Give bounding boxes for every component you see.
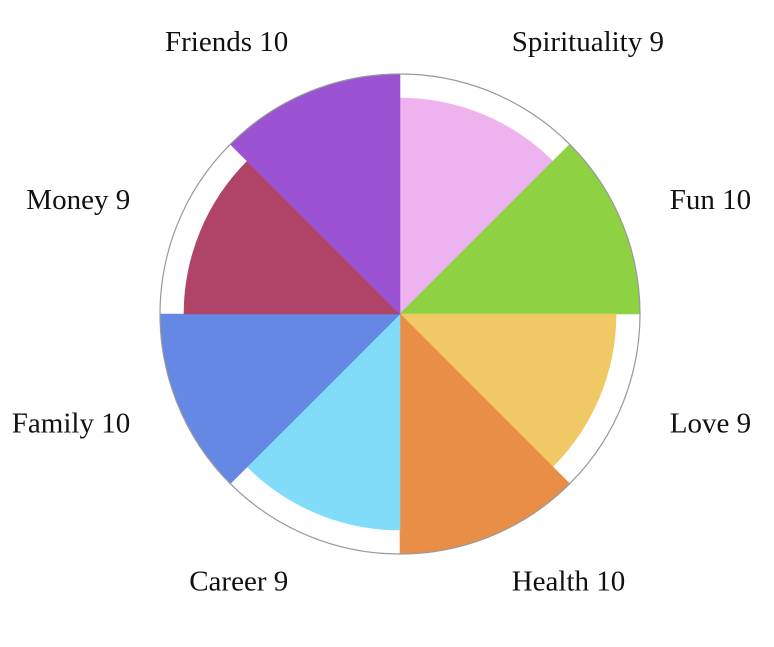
label-fun: Fun 10 [670, 184, 751, 216]
label-money: Money 9 [26, 184, 130, 216]
label-spirituality: Spirituality 9 [512, 26, 664, 58]
slice-career [246, 313, 401, 531]
label-love: Love 9 [670, 407, 751, 439]
slices-layer [159, 73, 641, 555]
label-family: Family 10 [12, 407, 130, 439]
slice-spirituality [399, 97, 554, 315]
label-career: Career 9 [189, 565, 288, 597]
label-friends: Friends 10 [165, 26, 288, 58]
slice-love [399, 313, 617, 468]
labels-layer: Spirituality 9 Fun 10 Love 9 Health 10 Caree… [12, 26, 751, 598]
label-health: Health 10 [512, 565, 626, 597]
outer-ring [159, 73, 641, 555]
slice-money [183, 160, 401, 315]
